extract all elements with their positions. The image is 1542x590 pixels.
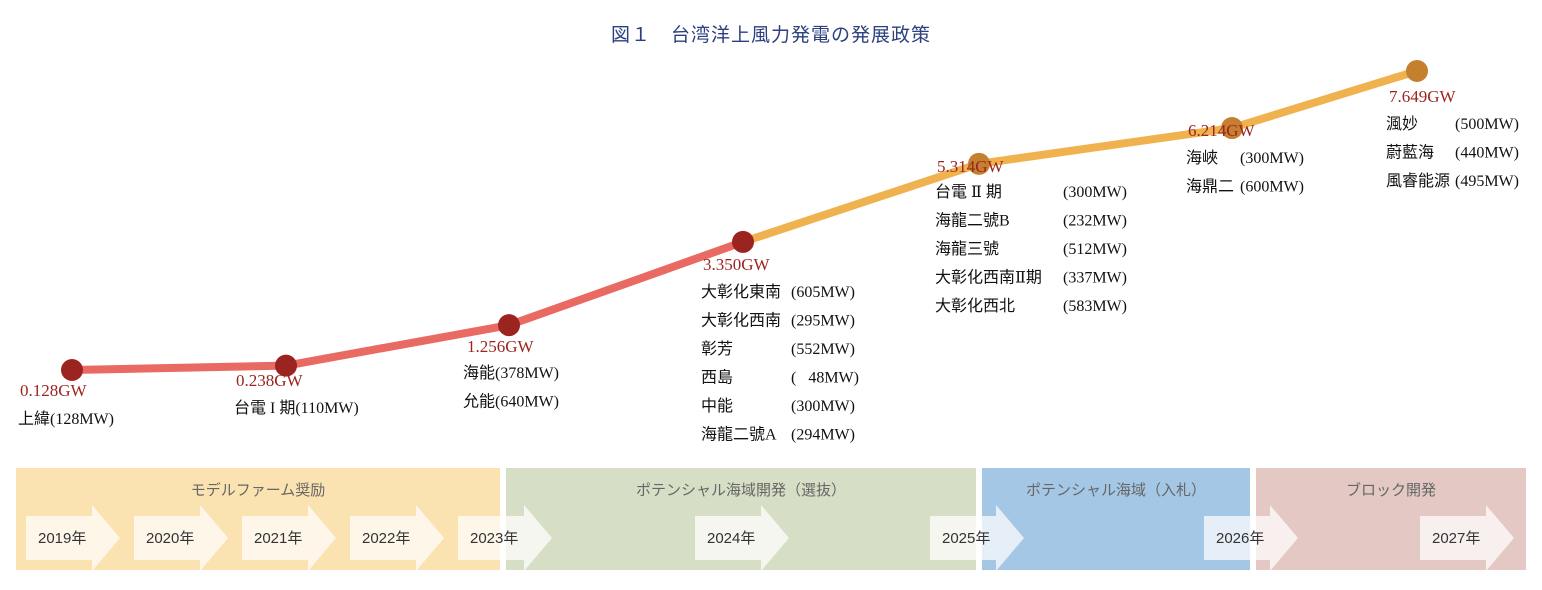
year-arrow (242, 505, 336, 571)
year-label: 2027年 (1432, 530, 1480, 547)
year-label: 2020年 (146, 530, 194, 547)
year-arrow (1204, 505, 1298, 571)
project-capacity: (500MW) (1455, 116, 1519, 133)
project-label: 允能(640MW) (463, 393, 559, 411)
project-capacity: (337MW) (1063, 270, 1127, 287)
year-label: 2023年 (470, 530, 518, 547)
year-arrow (1420, 505, 1514, 571)
year-label: 2025年 (942, 530, 990, 547)
series-segment (739, 159, 983, 246)
series-segment (68, 361, 290, 374)
data-point (1221, 117, 1243, 140)
project-name: 海鼎二 (1186, 178, 1234, 196)
project-label: 台電 I 期(110MW) (234, 399, 359, 417)
project-name: 台電 Ⅱ 期 (935, 183, 1002, 201)
data-point (498, 314, 520, 337)
data-label: 0.128GW (20, 381, 88, 400)
year-arrow (930, 505, 1024, 571)
project-name: 大彰化西南 (701, 311, 781, 330)
project-name: 海峽 (1186, 149, 1218, 167)
data-label: 5.314GW (937, 157, 1005, 176)
project-capacity: (294MW) (791, 427, 855, 444)
data-point (968, 152, 990, 175)
project-capacity: (232MW) (1063, 213, 1127, 230)
year-arrow (134, 505, 228, 571)
project-name: 海龍二號B (935, 212, 1010, 230)
project-label: 海能(378MW) (463, 364, 559, 382)
project-capacity: (295MW) (791, 313, 855, 330)
data-point (275, 354, 297, 377)
phase-label: モデルファーム奨励 (191, 481, 326, 499)
year-label: 2022年 (362, 530, 410, 547)
series-segment (1228, 67, 1421, 133)
series-segment (505, 237, 747, 330)
project-capacity: (605MW) (791, 284, 855, 301)
data-label: 0.238GW (236, 371, 304, 390)
project-name: 風睿能源 (1386, 172, 1450, 190)
data-label: 7.649GW (1389, 87, 1457, 106)
year-label: 2024年 (707, 530, 755, 547)
project-name: 蔚藍海 (1386, 144, 1434, 162)
project-capacity: (440MW) (1455, 145, 1519, 162)
project-name: 海龍三號 (935, 240, 999, 258)
data-point (1406, 60, 1428, 82)
project-capacity: (300MW) (791, 398, 855, 415)
project-name: 彰芳 (701, 339, 733, 358)
phase-label: ポテンシャル海域（入札） (1026, 481, 1206, 499)
project-capacity: (300MW) (1063, 184, 1127, 201)
data-point (732, 230, 754, 253)
project-name: 西島 (701, 369, 733, 387)
data-point (61, 359, 83, 381)
project-capacity: (300MW) (1240, 150, 1304, 167)
project-label: 上緯(128MW) (18, 410, 114, 428)
project-capacity: (552MW) (791, 341, 855, 358)
series-segment (282, 321, 513, 370)
year-label: 2026年 (1216, 530, 1264, 547)
year-arrow (695, 505, 789, 571)
data-label: 3.350GW (703, 255, 771, 274)
phase-label: ポテンシャル海域開発（選抜） (636, 481, 846, 499)
project-capacity: (600MW) (1240, 179, 1304, 196)
year-label: 2021年 (254, 530, 302, 547)
project-name: 大彰化東南 (701, 282, 781, 301)
year-arrow (350, 505, 444, 571)
project-name: 中能 (701, 397, 733, 415)
project-name: 海龍二號A (701, 426, 777, 444)
project-capacity: (512MW) (1063, 241, 1127, 258)
project-capacity: (495MW) (1455, 173, 1519, 190)
year-label: 2019年 (38, 530, 86, 547)
project-name: 大彰化西南Ⅱ期 (935, 268, 1042, 287)
phase-label: ブロック開発 (1346, 481, 1436, 499)
data-label: 1.256GW (467, 337, 535, 356)
project-name: 渢妙 (1386, 115, 1418, 133)
year-arrow (26, 505, 120, 571)
project-capacity: ( 48MW) (791, 370, 859, 387)
series-segment (975, 124, 1236, 168)
year-arrow (458, 505, 552, 571)
project-name: 大彰化西北 (935, 296, 1015, 315)
project-capacity: (583MW) (1063, 298, 1127, 315)
data-label: 6.214GW (1188, 121, 1256, 140)
chart-title: 図１ 台湾洋上風力発電の発展政策 (610, 24, 931, 46)
